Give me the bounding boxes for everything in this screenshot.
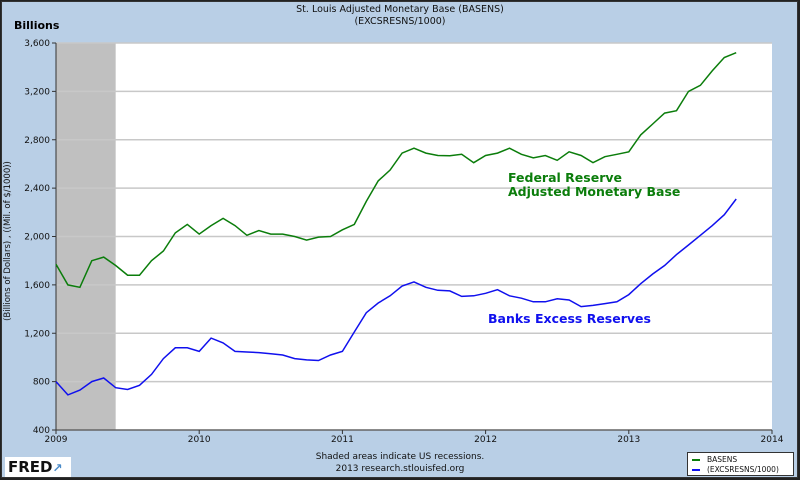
y-tick-label: 2,000 xyxy=(24,233,50,243)
chart-icon: ↗ xyxy=(52,461,63,475)
units-label: Billions xyxy=(14,19,60,32)
y-tick-label: 1,600 xyxy=(24,281,50,291)
y-tick-label: 3,200 xyxy=(24,87,50,97)
series-line-basens xyxy=(55,52,737,289)
x-tick-label: 2014 xyxy=(761,435,784,445)
chart-subtitle: (EXCSRESNS/1000) xyxy=(354,16,446,27)
legend-item-basens: BASENS xyxy=(692,455,789,465)
x-tick-label: 2011 xyxy=(331,435,354,445)
y-tick-label: 800 xyxy=(33,378,50,388)
series-line-excsresns xyxy=(55,198,737,396)
annotation-excess-reserves: Banks Excess Reserves xyxy=(488,311,651,326)
legend-label: BASENS xyxy=(707,455,738,464)
fred-logo-text: FRED xyxy=(8,458,53,476)
x-tick-label: 2009 xyxy=(45,435,68,445)
y-tick-label: 1,200 xyxy=(24,329,50,339)
x-tick-label: 2013 xyxy=(617,435,640,445)
legend: BASENS (EXCSRESNS/1000) xyxy=(687,452,794,476)
fred-logo: FRED↗ xyxy=(5,457,71,477)
legend-item-excsresns: (EXCSRESNS/1000) xyxy=(692,465,789,475)
annotation-line: Adjusted Monetary Base xyxy=(508,184,681,199)
x-tick-label: 2012 xyxy=(474,435,497,445)
x-tick-label: 2010 xyxy=(188,435,211,445)
chart-title: St. Louis Adjusted Monetary Base (BASENS… xyxy=(296,4,504,15)
legend-swatch xyxy=(692,469,700,471)
source-text: 2013 research.stlouisfed.org xyxy=(335,464,465,474)
footer-note: Shaded areas indicate US recessions. 201… xyxy=(0,451,800,475)
y-tick-label: 3,600 xyxy=(24,39,50,49)
y-tick-label: 2,800 xyxy=(24,136,50,146)
recession-note: Shaded areas indicate US recessions. xyxy=(315,452,485,462)
legend-swatch xyxy=(692,459,700,461)
annotation-line: Federal Reserve xyxy=(508,170,622,185)
y-tick-label: 400 xyxy=(33,426,50,436)
legend-label: (EXCSRESNS/1000) xyxy=(707,465,779,474)
annotation-monetary-base: Federal Reserve Adjusted Monetary Base xyxy=(508,171,680,199)
y-tick-label: 2,400 xyxy=(24,184,50,194)
